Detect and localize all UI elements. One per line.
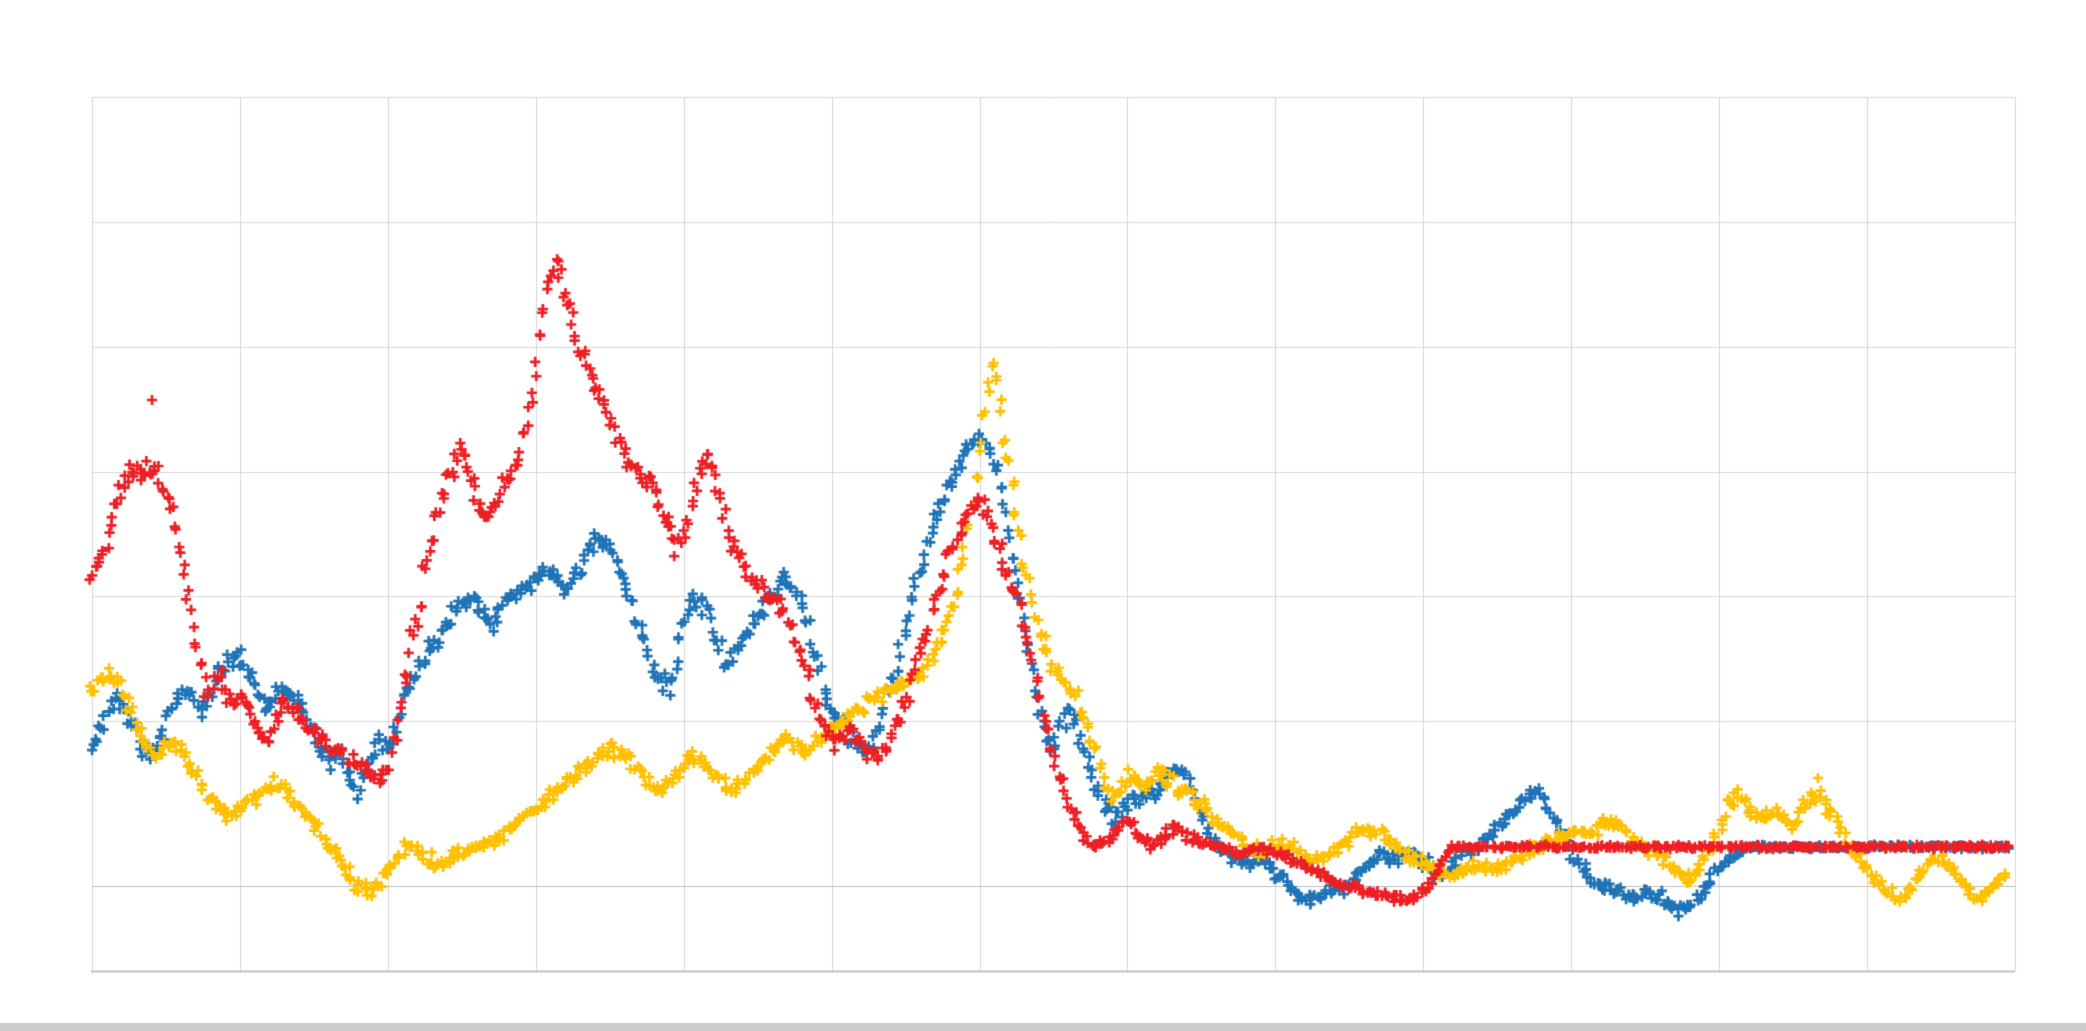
window-bottom-bar bbox=[0, 1023, 2086, 1031]
